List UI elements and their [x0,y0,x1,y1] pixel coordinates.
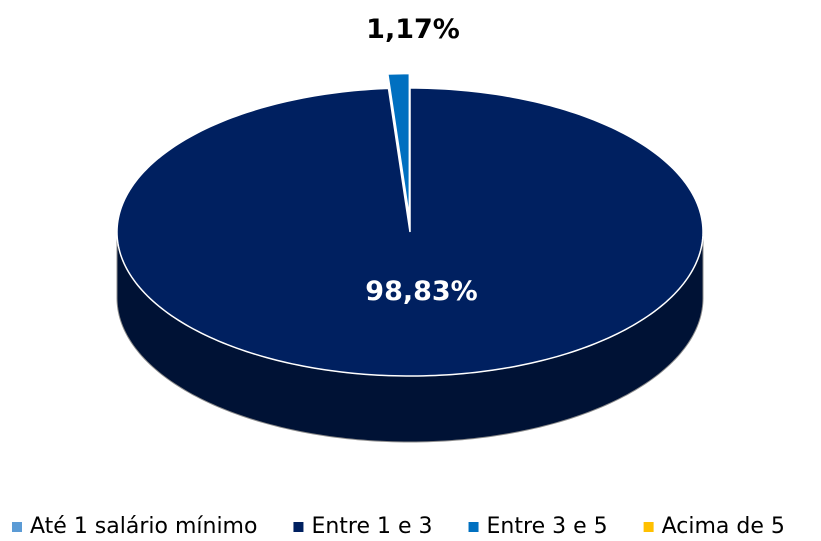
data-label: 1,17% [366,14,460,45]
legend-swatch [12,522,22,532]
legend: Até 1 salário mínimo Entre 1 e 3 Entre 3 e… [12,514,785,539]
legend-label: Até 1 salário mínimo [30,514,257,539]
pie: 98,83% 1,17% [116,14,704,443]
legend-label: Acima de 5 [662,514,785,539]
slice [116,87,704,377]
legend-label: Entre 3 e 5 [487,514,608,539]
data-label: 98,83% [365,276,477,307]
legend-swatch [643,522,654,532]
legend-label: Entre 1 e 3 [311,514,432,539]
slice [386,72,411,218]
legend-swatch [293,522,304,532]
legend-swatch [468,522,479,532]
